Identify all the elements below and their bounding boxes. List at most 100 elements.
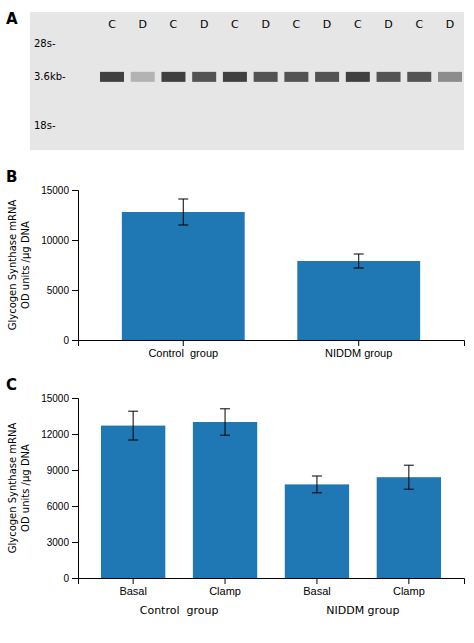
axis-line (72, 191, 79, 341)
tick-label: 3000 (47, 537, 70, 548)
error-bar-line (312, 492, 322, 493)
error-bar-line (178, 199, 188, 200)
error-bar-line (354, 254, 364, 255)
band (407, 72, 431, 82)
lane-label: C (108, 18, 116, 31)
band-label: 28s- (34, 38, 56, 49)
panel: ACDCDCDCDCDCD28s-3.6kb-18s- (6, 10, 464, 150)
lane-label: C (170, 18, 178, 31)
tick-label: 15000 (41, 185, 69, 196)
error-bar-line (404, 465, 414, 466)
y-axis: 0 3000 6000 9000 12000 15000 (41, 393, 78, 584)
x-axis: Basal Clamp Basal Clamp (79, 578, 465, 597)
lane-label: D (446, 18, 454, 31)
tick-label: 12000 (41, 429, 69, 440)
tick-mark (72, 240, 78, 241)
error-bar-line (178, 225, 188, 226)
tick-mark (225, 578, 226, 584)
tick: 12000 (41, 429, 78, 440)
lane-label: C (231, 18, 239, 31)
tick-label: 15000 (41, 393, 69, 404)
y-axis-label: Glycogen Synthase mRNAOD units /µg DNA (7, 200, 31, 331)
panel-label: A (6, 10, 18, 28)
panel: C 0 3000 6000 9000 12000 15000 Basal Clamp Basal C… (6, 376, 465, 617)
tick: 5000 (47, 285, 78, 296)
band (346, 72, 370, 82)
tick: Basal (303, 578, 331, 597)
tick: 10000 (41, 235, 78, 246)
tick-mark (72, 340, 78, 341)
band-label: 18s- (34, 120, 56, 131)
panel-label: C (6, 376, 17, 394)
tick-mark (72, 470, 78, 471)
lane-label: D (200, 18, 208, 31)
tick-mark (72, 290, 78, 291)
tick: 6000 (47, 501, 78, 512)
tick-mark (72, 578, 78, 579)
error-bar (128, 411, 138, 440)
bar (285, 484, 349, 578)
error-bar-line (128, 440, 138, 441)
tick: 15000 (41, 393, 78, 404)
error-bar (178, 199, 188, 225)
band (438, 72, 462, 82)
tick-label: Clamp (393, 585, 425, 597)
axis-line (79, 579, 465, 585)
tick: 15000 (41, 185, 78, 196)
bar (101, 426, 165, 578)
tick: Clamp (209, 578, 241, 597)
error-bar-line (183, 199, 184, 225)
group-label: NIDDM group (326, 604, 399, 617)
tick-mark (72, 542, 78, 543)
error-bar (220, 409, 230, 435)
error-bar-line (358, 254, 359, 268)
tick: Basal (119, 578, 147, 597)
tick: Control group (148, 340, 218, 359)
tick: Clamp (393, 578, 425, 597)
tick-label: 5000 (47, 285, 70, 296)
tick: 0 (63, 573, 78, 584)
group-label: Control group (140, 604, 219, 617)
band (377, 72, 401, 82)
lane-label: D (138, 18, 146, 31)
error-bar (404, 465, 414, 489)
tick-label: NIDDM group (325, 347, 392, 359)
bar (297, 261, 420, 340)
lane-label: D (384, 18, 392, 31)
error-bar-line (220, 435, 230, 436)
error-bar-line (312, 476, 322, 477)
band-label: 3.6kb- (34, 71, 66, 82)
tick-label: 10000 (41, 235, 69, 246)
y-axis-label: Glycogen Synthase mRNAOD units /µg DNA (7, 423, 31, 554)
panel-background (30, 12, 464, 150)
tick-mark (72, 398, 78, 399)
tick-label: Control group (148, 347, 218, 359)
tick-label: 9000 (47, 465, 70, 476)
lane-label: D (323, 18, 331, 31)
band (315, 72, 339, 82)
axis-line (72, 399, 79, 579)
error-bar-line (316, 476, 317, 493)
lane-label: C (354, 18, 362, 31)
error-bar-line (128, 411, 138, 412)
error-bar-line (133, 411, 134, 440)
tick-mark (72, 434, 78, 435)
panel: B050001000015000Control groupNIDDM group… (6, 168, 465, 359)
band (100, 72, 124, 82)
tick-label: 0 (63, 335, 69, 346)
bar (193, 422, 257, 578)
lane-label: C (415, 18, 423, 31)
tick-mark (183, 340, 184, 346)
tick-mark (72, 506, 78, 507)
tick-label: Basal (119, 585, 147, 597)
tick-label: 0 (63, 573, 69, 584)
plot-area (122, 199, 420, 340)
band (223, 72, 247, 82)
error-bar (354, 254, 364, 268)
tick-mark (358, 340, 359, 346)
bar (122, 212, 245, 340)
tick: NIDDM group (325, 340, 392, 359)
error-bar-line (354, 268, 364, 269)
band (192, 72, 216, 82)
x-axis: Control group NIDDM group (79, 340, 465, 359)
